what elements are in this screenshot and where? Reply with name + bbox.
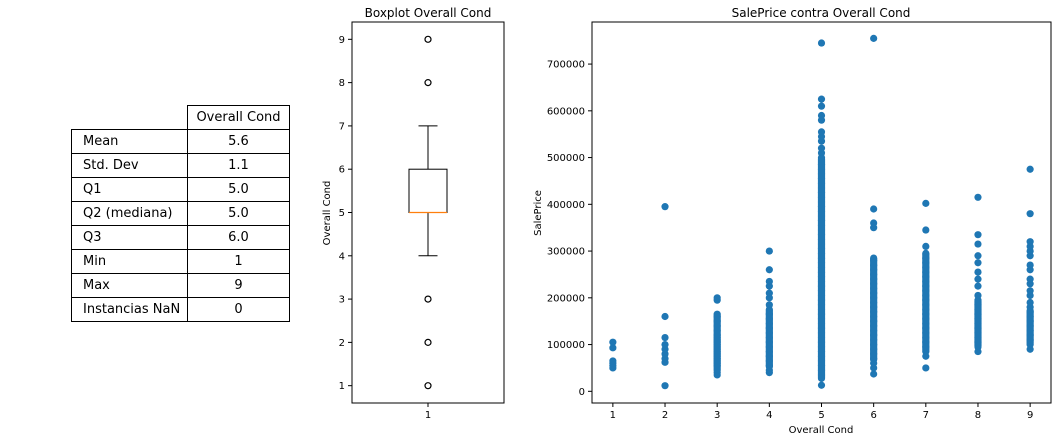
boxplot-ytick-label: 8: [339, 78, 345, 89]
stats-row: Q3 6.0: [71, 225, 290, 250]
boxplot-ytick-label: 7: [339, 121, 345, 132]
stats-row-label: Max: [71, 273, 188, 298]
boxplot-outlier: [424, 338, 432, 346]
stats-row-value: 5.0: [187, 177, 290, 202]
boxplot-box: [408, 168, 448, 213]
stats-row-label: Min: [71, 249, 188, 274]
boxplot-ytick-label: 4: [339, 251, 345, 262]
stats-row-label: Q2 (mediana): [71, 201, 188, 226]
stats-row-label: Instancias NaN: [71, 297, 188, 322]
stats-row: Instancias NaN 0: [71, 297, 290, 322]
boxplot-outlier: [424, 295, 432, 303]
stats-row-label: Q3: [71, 225, 188, 250]
boxplot-ytick-label: 9: [339, 35, 345, 46]
boxplot-ytick-label: 2: [339, 338, 345, 349]
boxplot-outlier: [424, 382, 432, 390]
boxplot-ytick-label: 6: [339, 165, 345, 176]
stats-row-value: 6.0: [187, 225, 290, 250]
boxplot-title: Boxplot Overall Cond: [365, 6, 492, 20]
stats-column-header: Overall Cond: [187, 105, 290, 130]
boxplot-marks: 1 2 3 4 5 6 7 8 9 1: [339, 35, 448, 421]
boxplot-ylabel: Overall Cond: [322, 181, 333, 246]
boxplot-ytick-label: 5: [339, 208, 345, 219]
stats-header-row: Overall Cond: [72, 105, 290, 130]
stats-row: Q2 (mediana) 5.0: [71, 201, 290, 226]
stats-table: Overall Cond Mean 5.6 Std. Dev 1.1 Q1 5.0 Q2 (…: [71, 105, 290, 322]
boxplot-xtick-label: 1: [425, 410, 431, 421]
boxplot-outlier: [424, 35, 432, 43]
stats-row: Min 1: [71, 249, 290, 274]
stats-row-label: Std. Dev: [71, 153, 188, 178]
stats-row-label: Mean: [71, 129, 188, 154]
stats-row-value: 1: [187, 249, 290, 274]
stats-row-value: 5.0: [187, 201, 290, 226]
stats-row: Std. Dev 1.1: [71, 153, 290, 178]
boxplot-ytick-label: 1: [339, 381, 345, 392]
boxplot-ytick-label: 3: [339, 295, 345, 306]
stats-row-value: 0: [187, 297, 290, 322]
boxplot-outlier: [424, 79, 432, 87]
stats-row: Q1 5.0: [71, 177, 290, 202]
